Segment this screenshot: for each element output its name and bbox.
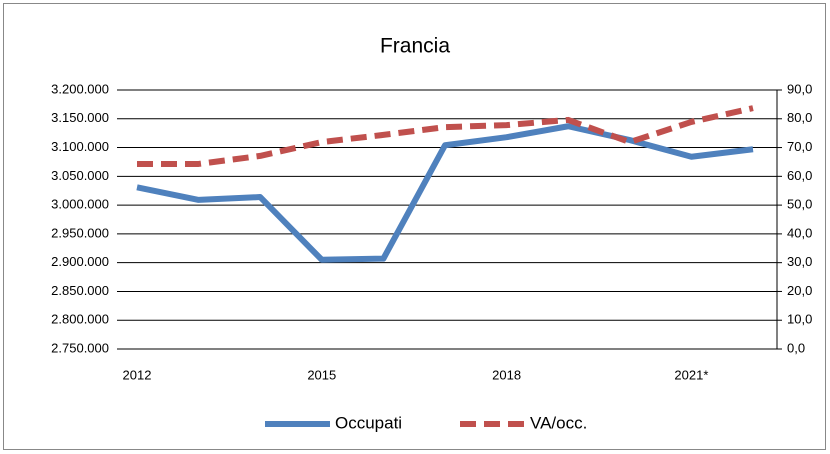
y2-tick-label: 90,0 bbox=[787, 81, 812, 96]
y-tick-label: 3.100.000 bbox=[51, 139, 109, 154]
x-tick-label: 2018 bbox=[492, 367, 521, 382]
y-tick-label: 2.800.000 bbox=[51, 312, 109, 327]
y-tick-label: 2.900.000 bbox=[51, 254, 109, 269]
y-tick-label: 2.850.000 bbox=[51, 283, 109, 298]
y2-tick-label: 20,0 bbox=[787, 283, 812, 298]
chart-border bbox=[3, 3, 826, 450]
y2-tick-label: 10,0 bbox=[787, 312, 812, 327]
series-line bbox=[137, 105, 754, 167]
y2-tick-label: 70,0 bbox=[787, 139, 812, 154]
x-tick-label: 2012 bbox=[123, 367, 152, 382]
y-tick-label: 2.750.000 bbox=[51, 340, 109, 355]
y2-tick-label: 80,0 bbox=[787, 110, 812, 125]
y-tick-label: 3.200.000 bbox=[51, 81, 109, 96]
y-tick-label: 3.150.000 bbox=[51, 110, 109, 125]
legend-label: Occupati bbox=[335, 413, 402, 432]
y2-tick-label: 40,0 bbox=[787, 225, 812, 240]
legend-label: VA/occ. bbox=[530, 413, 587, 432]
y2-tick-label: 30,0 bbox=[787, 254, 812, 269]
y-tick-label: 2.950.000 bbox=[51, 225, 109, 240]
y2-tick-label: 60,0 bbox=[787, 168, 812, 183]
y2-tick-label: 50,0 bbox=[787, 197, 812, 212]
chart-title: Francia bbox=[380, 35, 450, 58]
y-tick-label: 3.050.000 bbox=[51, 168, 109, 183]
x-tick-label: 2015 bbox=[307, 367, 336, 382]
series-line bbox=[136, 123, 754, 263]
x-tick-label: 2021* bbox=[674, 367, 708, 382]
y-tick-label: 3.000.000 bbox=[51, 197, 109, 212]
y2-tick-label: 0,0 bbox=[787, 340, 805, 355]
